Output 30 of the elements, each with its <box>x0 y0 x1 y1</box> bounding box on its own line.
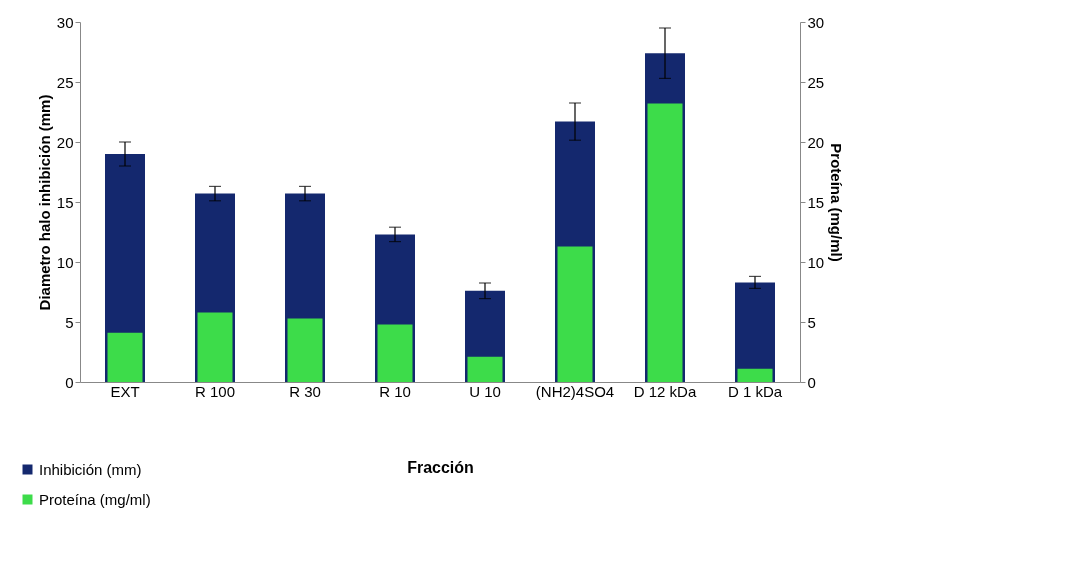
y2-tick-label: 30 <box>807 13 825 31</box>
y-tick-label: 5 <box>65 313 74 331</box>
y-tick-label: 0 <box>65 373 74 391</box>
x-tick-label: R 100 <box>194 382 236 400</box>
x-tick-label: R 10 <box>379 382 411 400</box>
legend-label: Proteína (mg/ml) <box>39 490 151 508</box>
y2-tick-label: 5 <box>807 313 816 331</box>
x-tick-label: (NH2)4SO4 <box>535 382 615 400</box>
y-tick-label: 10 <box>56 253 74 271</box>
y2-tick-label: 25 <box>807 73 825 91</box>
x-tick-label: D 1 kDa <box>727 382 783 400</box>
y-tick-label: 30 <box>56 13 74 31</box>
x-tick-label: EXT <box>110 382 140 400</box>
y-tick-label: 20 <box>56 133 74 151</box>
y2-tick-label: 0 <box>807 373 816 391</box>
bar <box>737 368 773 382</box>
bar <box>467 356 503 382</box>
y-axis-title: Diametro halo inhibición (mm) <box>35 94 53 311</box>
x-tick-label: U 10 <box>469 382 501 400</box>
y2-tick-label: 20 <box>807 133 825 151</box>
x-tick-label: D 12 kDa <box>633 382 697 400</box>
y-tick-label: 15 <box>56 193 74 211</box>
y2-tick-label: 15 <box>807 193 825 211</box>
bar <box>107 332 143 382</box>
legend-label: Inhibición (mm) <box>39 460 142 478</box>
x-tick-label: R 30 <box>289 382 321 400</box>
x-axis-title: Fracción <box>407 458 474 476</box>
y2-tick-label: 10 <box>807 253 825 271</box>
y-tick-label: 25 <box>56 73 74 91</box>
y2-axis-title: Proteína (mg/ml) <box>828 143 846 262</box>
